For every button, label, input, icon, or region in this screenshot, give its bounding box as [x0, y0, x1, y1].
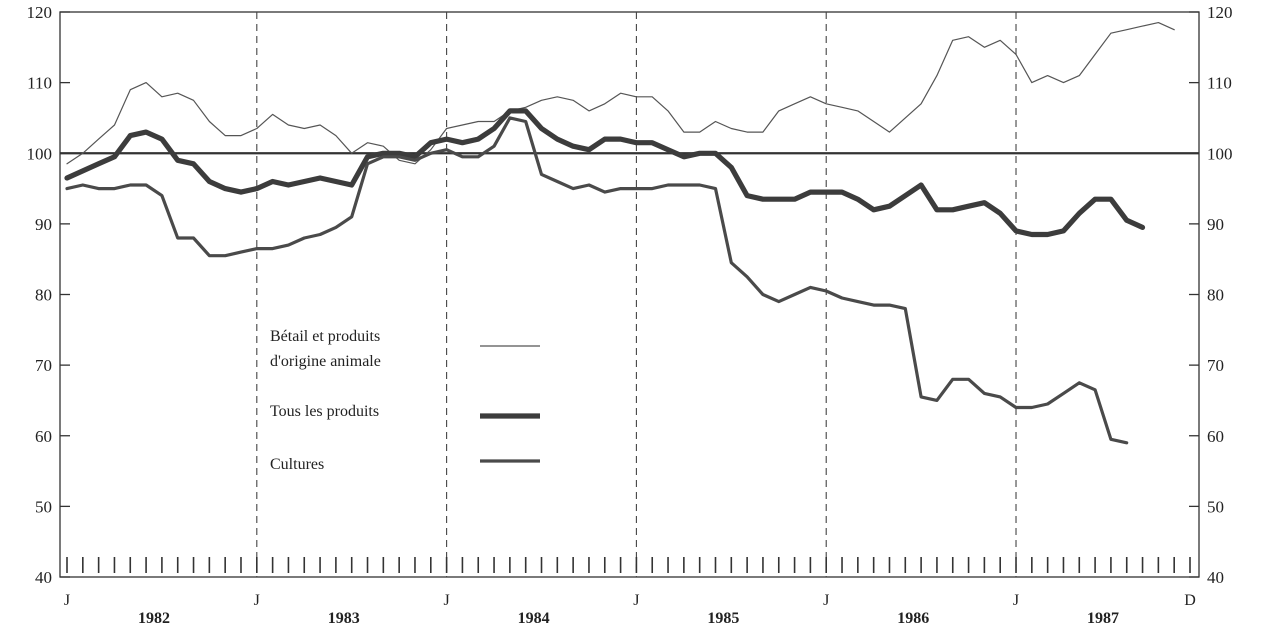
y-tick-label-right: 70	[1207, 356, 1224, 375]
series-lines	[64, 22, 1175, 445]
year-label: 1984	[518, 610, 550, 627]
y-tick-label-right: 40	[1207, 568, 1224, 587]
legend-label: Cultures	[270, 456, 324, 473]
legend: Bétail et produits d'origine animale Tous …	[270, 328, 540, 473]
y-tick-label-left: 110	[27, 74, 52, 93]
year-label: 1982	[138, 610, 170, 627]
y-tick-label-left: 100	[27, 144, 53, 163]
series-line	[65, 116, 1129, 445]
y-tick-label-right: 80	[1207, 286, 1224, 305]
plot-frame	[59, 11, 1200, 578]
y-tick-label-left: 70	[35, 356, 52, 375]
y-tick-label-right: 100	[1207, 144, 1233, 163]
series-line	[66, 22, 1175, 165]
y-tick-label-left: 50	[35, 497, 52, 516]
year-gridlines	[256, 12, 1017, 577]
plot-border	[59, 11, 1200, 578]
y-axis-ticks: 40 40 50 50 60 60 70 70 80 80 90 90 100 100 110 110 120 1…	[27, 3, 1233, 587]
year-label: 1987	[1087, 610, 1119, 627]
legend-label: Bétail et produits	[270, 328, 380, 345]
y-tick-label-right: 50	[1207, 497, 1224, 516]
y-tick-label-left: 60	[35, 427, 52, 446]
year-label: 1986	[897, 610, 929, 627]
y-tick-label-right: 60	[1207, 427, 1224, 446]
month-label: J	[254, 592, 260, 609]
month-label: J	[633, 592, 639, 609]
month-label: J	[823, 592, 829, 609]
y-tick-label-right: 120	[1207, 3, 1233, 22]
legend-label: Tous les produits	[270, 403, 379, 420]
month-label: D	[1184, 592, 1196, 609]
month-label: J	[443, 592, 449, 609]
year-label: 1985	[707, 610, 739, 627]
month-label: J	[64, 592, 70, 609]
x-axis-ticks: J J J J J J D 1982 1983 1984 1985 1986 1987	[64, 557, 1196, 627]
series-line	[64, 108, 1146, 238]
y-tick-label-right: 90	[1207, 215, 1224, 234]
y-tick-label-left: 40	[35, 568, 52, 587]
month-label: J	[1013, 592, 1019, 609]
year-label: 1983	[328, 610, 360, 627]
y-tick-label-left: 90	[35, 215, 52, 234]
legend-label: d'origine animale	[270, 353, 381, 370]
y-tick-label-left: 120	[27, 3, 53, 22]
y-tick-label-left: 80	[35, 286, 52, 305]
y-tick-label-right: 110	[1207, 74, 1232, 93]
